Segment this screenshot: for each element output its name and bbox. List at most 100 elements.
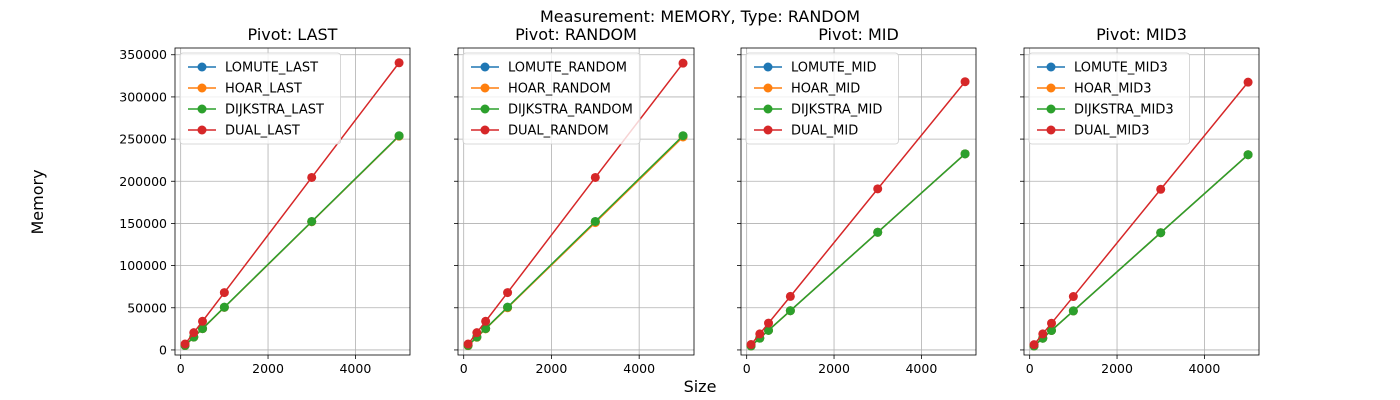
legend-swatch-marker: [480, 125, 490, 135]
data-point: [1047, 318, 1057, 328]
data-point: [678, 58, 688, 68]
figure-xlabel: Size: [684, 377, 717, 396]
legend-item: DIJKSTRA_RANDOM: [471, 103, 633, 118]
x-tick-label: 2000: [536, 361, 568, 376]
data-point: [785, 306, 795, 316]
data-point: [189, 328, 199, 338]
legend-label: DIJKSTRA_RANDOM: [508, 103, 633, 118]
x-tick-label: 4000: [1188, 361, 1220, 376]
legend-item: HOAR_MID: [754, 82, 860, 97]
legend-item: DUAL_LAST: [188, 124, 300, 139]
legend-item: LOMUTE_LAST: [188, 61, 318, 76]
data-point: [590, 172, 600, 182]
legend: LOMUTE_LAST HOAR_LAST DIJKSTRA_LAST DUAL_LA…: [179, 52, 342, 145]
data-point: [785, 291, 795, 301]
legend-swatch-marker: [1046, 83, 1056, 93]
legend-swatch-marker: [763, 104, 773, 114]
x-tick-label: 0: [177, 361, 185, 376]
data-point: [1038, 329, 1048, 339]
legend-label: DIJKSTRA_LAST: [225, 103, 324, 118]
data-point: [678, 131, 688, 141]
data-point: [503, 288, 513, 298]
data-point: [590, 216, 600, 226]
legend-item: DUAL_MID3: [1037, 124, 1150, 139]
x-tick-label: 2000: [1101, 361, 1133, 376]
data-point: [463, 339, 473, 349]
legend-swatch-marker: [763, 62, 773, 72]
legend-swatch-marker: [197, 83, 207, 93]
data-point: [472, 328, 482, 338]
data-point: [755, 329, 765, 339]
legend: LOMUTE_MID HOAR_MID DIJKSTRA_MID DUAL_MID: [745, 52, 899, 145]
legend-swatch-marker: [480, 83, 490, 93]
legend-box: [1028, 52, 1191, 145]
legend-label: LOMUTE_RANDOM: [508, 61, 627, 76]
series-dual-mid3: [1029, 77, 1253, 350]
x-tick-label: 4000: [339, 361, 371, 376]
data-point: [394, 58, 404, 68]
x-tick-label: 2000: [252, 361, 284, 376]
legend-label: DUAL_MID3: [1074, 124, 1150, 139]
legend: LOMUTE_RANDOM HOAR_RANDOM DIJKSTRA_RANDOM D…: [462, 52, 641, 145]
data-point: [307, 216, 317, 226]
data-point: [481, 324, 491, 334]
legend-swatch-marker: [1046, 104, 1056, 114]
data-point: [1068, 292, 1078, 302]
y-tick-label: 150000: [119, 216, 167, 231]
data-point: [873, 227, 883, 237]
legend-swatch-marker: [763, 125, 773, 135]
legend-item: LOMUTE_MID3: [1037, 61, 1168, 76]
legend: LOMUTE_MID3 HOAR_MID3 DIJKSTRA_MID3 DUAL_MI…: [1028, 52, 1191, 145]
legend-label: DUAL_LAST: [225, 124, 300, 139]
data-point: [1243, 150, 1253, 160]
legend-item: LOMUTE_MID: [754, 61, 876, 76]
legend-swatch-marker: [763, 83, 773, 93]
data-point: [1029, 340, 1039, 350]
legend-item: DIJKSTRA_LAST: [188, 103, 324, 118]
y-tick-label: 350000: [119, 47, 167, 62]
data-point: [873, 184, 883, 194]
legend-swatch-marker: [197, 104, 207, 114]
legend-label: DIJKSTRA_MID3: [1074, 103, 1174, 118]
legend-label: DUAL_MID: [791, 124, 858, 139]
axes-frame: [740, 47, 977, 356]
y-tick-label: 200000: [119, 174, 167, 189]
data-point: [307, 172, 317, 182]
subplot-title: Pivot: MID: [818, 25, 899, 44]
data-point: [1243, 77, 1253, 87]
x-tick-label: 0: [743, 361, 751, 376]
subplot: Pivot: LAST 0 50000 100000 150000 200000 25000…: [119, 25, 411, 376]
legend-label: HOAR_MID3: [1074, 82, 1152, 97]
legend-swatch-marker: [480, 104, 490, 114]
axes-frame: [174, 47, 411, 356]
legend-item: HOAR_MID3: [1037, 82, 1152, 97]
y-tick-label: 250000: [119, 132, 167, 147]
subplot-title: Pivot: RANDOM: [515, 25, 637, 44]
data-point: [503, 302, 513, 312]
data-point: [180, 339, 190, 349]
legend-item: DIJKSTRA_MID3: [1037, 103, 1174, 118]
legend-label: HOAR_RANDOM: [508, 82, 611, 97]
data-point: [1156, 184, 1166, 194]
x-tick-label: 4000: [623, 361, 655, 376]
legend-item: DUAL_RANDOM: [471, 124, 609, 139]
legend-label: LOMUTE_LAST: [225, 61, 318, 76]
data-point: [219, 302, 229, 312]
legend-box: [179, 52, 342, 145]
figure-ylabel: Memory: [28, 169, 47, 234]
x-tick-label: 4000: [905, 361, 937, 376]
legend-swatch-marker: [1046, 125, 1056, 135]
data-point: [764, 325, 774, 335]
x-tick-label: 2000: [818, 361, 850, 376]
data-point: [746, 340, 756, 350]
subplot: Pivot: MID3 0 2000 4000 LOMUTE_MID3 HOAR_MID3…: [1020, 25, 1260, 376]
legend-item: HOAR_LAST: [188, 82, 302, 97]
data-point: [960, 149, 970, 159]
series-dual-mid: [746, 77, 970, 350]
axes-frame: [457, 47, 695, 356]
series-dual-last: [180, 58, 404, 349]
y-tick-label: 100000: [119, 258, 167, 273]
data-point: [198, 316, 208, 326]
axes-frame: [1023, 47, 1260, 356]
